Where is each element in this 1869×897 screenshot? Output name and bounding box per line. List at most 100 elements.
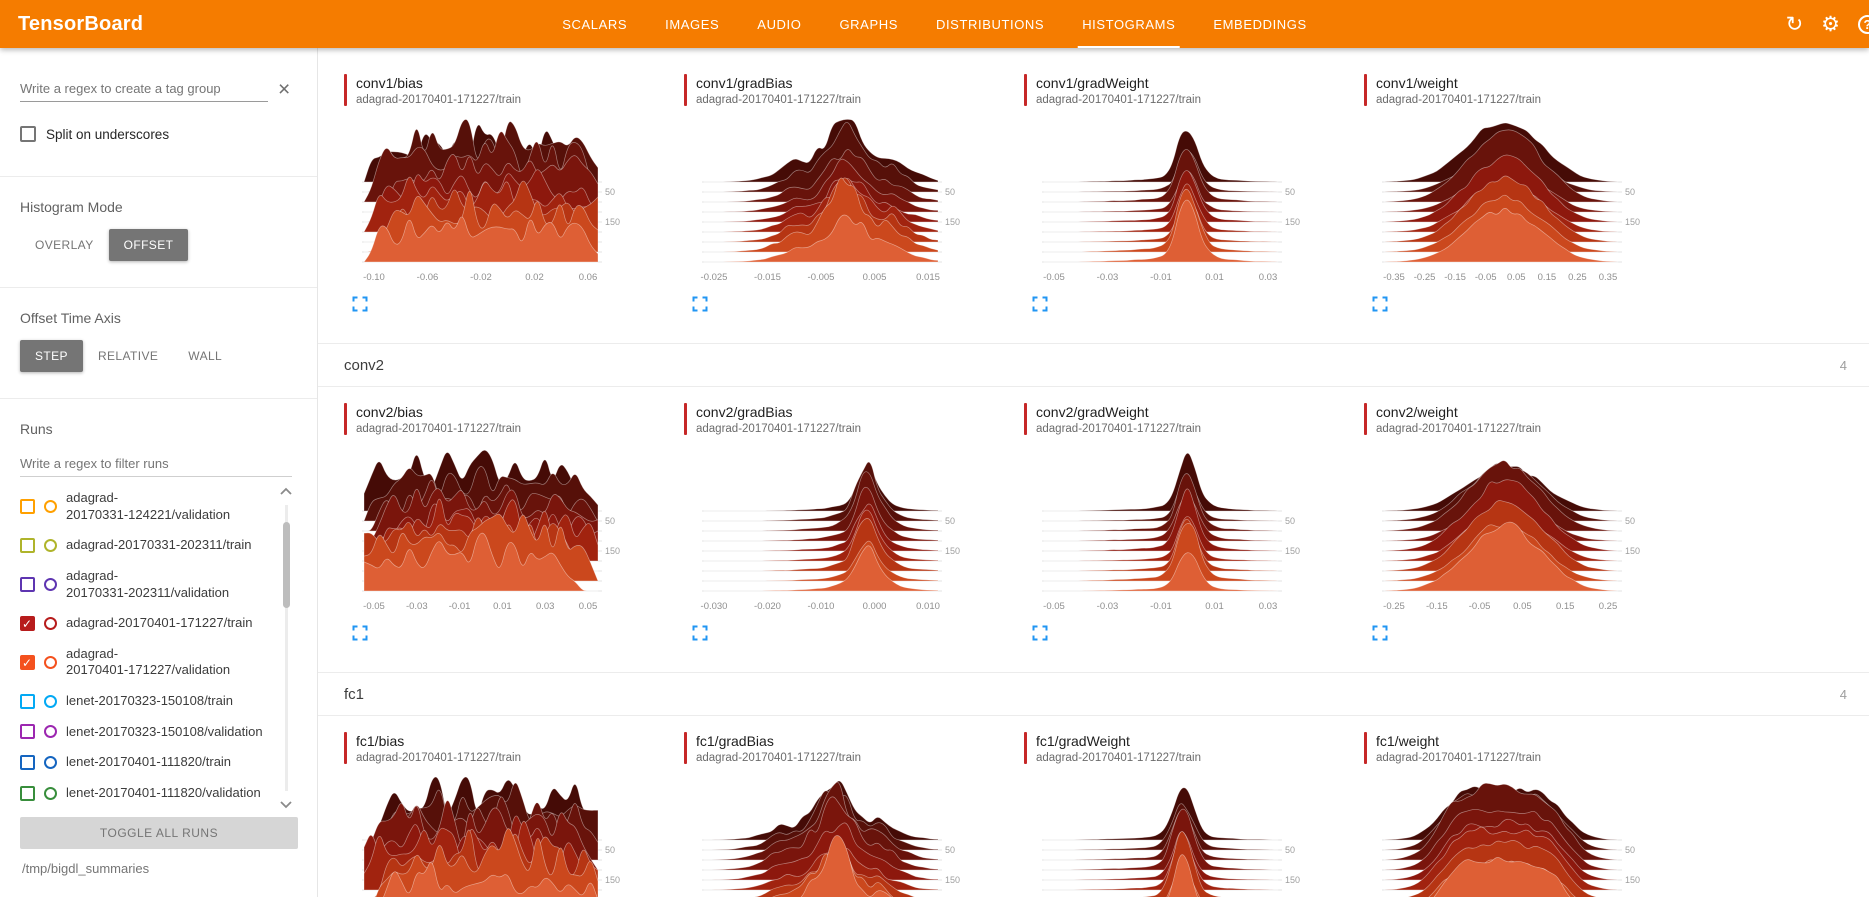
y-axis-step-label: 150	[945, 546, 960, 556]
expand-icon[interactable]	[1032, 296, 1048, 312]
close-icon[interactable]: ×	[278, 77, 291, 101]
offset-time-axis-wall-button[interactable]: WALL	[188, 349, 223, 363]
expand-icon[interactable]	[1372, 296, 1388, 312]
histogram-ridge	[1043, 808, 1279, 871]
card-header: fc1/weight adagrad-20170401-171227/train	[1364, 732, 1704, 764]
help-icon[interactable]: ?	[1858, 14, 1869, 34]
histogram-ridge	[1043, 835, 1279, 891]
histogram-mode-overlay-button[interactable]: OVERLAY	[35, 238, 94, 252]
nav-tabs: SCALARS IMAGES AUDIO GRAPHS DISTRIBUTIONS HIS…	[562, 0, 1307, 48]
y-axis-step-label: 150	[1625, 546, 1640, 556]
card-accent-bar	[1024, 403, 1027, 435]
refresh-icon[interactable]: ↻	[1785, 12, 1804, 36]
card-run-name: adagrad-20170401-171227/train	[1376, 94, 1541, 106]
runs-filter-input[interactable]	[20, 451, 292, 477]
tag-filter-input[interactable]	[20, 76, 268, 102]
run-checkbox[interactable]	[20, 693, 35, 709]
settings-gear-icon[interactable]: ⚙	[1821, 12, 1840, 36]
offset-time-axis-heading: Offset Time Axis	[20, 310, 121, 326]
x-tick-label: 0.05	[579, 601, 598, 612]
histogram-ridge	[383, 862, 598, 897]
run-checkbox[interactable]: ✓	[20, 615, 35, 631]
runs-scrollbar-thumb[interactable]	[283, 522, 290, 608]
card-header: conv1/bias adagrad-20170401-171227/train	[344, 74, 684, 106]
sections: conv1/bias adagrad-20170401-171227/train 5…	[318, 48, 1869, 897]
histogram-chart[interactable]: 50 150	[688, 770, 988, 897]
run-checkbox[interactable]	[20, 755, 35, 771]
histogram-chart[interactable]: 50 150 -0.35 -0.25 -0.15 -0.05 0.05 0.15 0.25 0.3…	[1368, 112, 1668, 292]
expand-icon[interactable]	[692, 625, 708, 641]
card-accent-bar	[1024, 74, 1027, 106]
y-axis-step-label: 50	[605, 516, 615, 526]
tab-distributions[interactable]: DISTRIBUTIONS	[935, 16, 1045, 32]
run-checkbox[interactable]	[20, 577, 35, 592]
split-on-underscores-toggle[interactable]: Split on underscores	[20, 126, 297, 142]
x-tick-label: 0.15	[1556, 601, 1575, 612]
histogram-chart[interactable]: 50 150 -0.05 -0.03 -0.01 0.01 0.03	[1028, 112, 1328, 292]
card-tag-title: fc1/bias	[356, 733, 405, 749]
run-checkbox[interactable]	[20, 724, 35, 740]
card-titles: conv1/bias adagrad-20170401-171227/train	[356, 74, 521, 106]
histogram-chart[interactable]: 50 150 -0.030 -0.020 -0.010 0.000 0.010	[688, 441, 988, 621]
histogram-chart[interactable]: 50 150 -0.05 -0.03 -0.01 0.01 0.03	[1028, 441, 1328, 621]
x-tick-label: -0.02	[470, 272, 492, 283]
section-conv1: conv1/bias adagrad-20170401-171227/train 5…	[318, 48, 1869, 343]
x-tick-label: 0.02	[525, 272, 544, 283]
histogram-ridge	[1043, 130, 1279, 183]
card-run-name: adagrad-20170401-171227/train	[1036, 423, 1201, 435]
histogram-ridge	[1043, 518, 1279, 572]
scroll-up-icon[interactable]	[279, 487, 293, 496]
section-header[interactable]: fc1 4	[318, 672, 1869, 716]
histogram-chart[interactable]: 50 150	[1368, 770, 1668, 897]
expand-icon[interactable]	[1372, 625, 1388, 641]
expand-icon[interactable]	[352, 625, 368, 641]
card-titles: conv1/gradBias adagrad-20170401-171227/tr…	[696, 74, 861, 106]
histogram-chart[interactable]: 50 150 -0.05 -0.03 -0.01 0.01 0.03 0.05	[348, 441, 648, 621]
x-tick-label: -0.05	[1043, 601, 1065, 612]
runs-scrollbar[interactable]	[283, 505, 290, 791]
run-checkbox[interactable]	[20, 785, 35, 801]
card-tag-title: conv1/bias	[356, 75, 423, 91]
offset-time-axis-step-button[interactable]: STEP	[20, 340, 83, 372]
x-tick-label: 0.25	[1568, 272, 1587, 283]
tab-images[interactable]: IMAGES	[665, 16, 720, 32]
x-tick-label: 0.15	[1538, 272, 1557, 283]
histogram-chart[interactable]: 50 150 -0.025 -0.015 -0.005 0.005 0.015	[688, 112, 988, 292]
histogram-chart[interactable]: 50 150 -0.10 -0.06 -0.02 0.02 0.06	[348, 112, 648, 292]
tab-embeddings[interactable]: EMBEDDINGS	[1213, 16, 1307, 32]
histogram-chart[interactable]: 50 150 -0.25 -0.15 -0.05 0.05 0.15 0.25	[1368, 441, 1668, 621]
histogram-chart[interactable]: 50 150	[348, 770, 648, 897]
section-header[interactable]: conv2 4	[318, 343, 1869, 387]
tab-graphs[interactable]: GRAPHS	[839, 16, 898, 32]
checkbox-icon[interactable]	[20, 126, 36, 142]
histogram-ridge	[703, 486, 939, 542]
run-checkbox[interactable]: ✓	[20, 654, 35, 670]
expand-icon[interactable]	[1032, 625, 1048, 641]
card-header: conv2/weight adagrad-20170401-171227/trai…	[1364, 403, 1704, 435]
histogram-mode-offset-button[interactable]: OFFSET	[108, 229, 189, 261]
histogram-chart[interactable]: 50 150	[1028, 770, 1328, 897]
x-tick-label: -0.025	[701, 272, 728, 283]
y-axis-step-label: 50	[605, 187, 615, 197]
tag-filter-section: × Split on underscores	[0, 48, 317, 177]
x-tick-label: 0.03	[1259, 272, 1278, 283]
tab-scalars[interactable]: SCALARS	[562, 16, 628, 32]
run-checkbox[interactable]	[20, 538, 35, 554]
histogram-ridge	[1433, 857, 1571, 897]
run-color-circle	[44, 578, 57, 591]
card-accent-bar	[684, 403, 687, 435]
run-checkbox[interactable]	[20, 499, 35, 515]
tab-histograms[interactable]: HISTOGRAMS	[1078, 0, 1180, 48]
expand-icon[interactable]	[352, 296, 368, 312]
card-run-name: adagrad-20170401-171227/train	[1376, 423, 1541, 435]
y-axis-step-label: 150	[605, 875, 620, 885]
scroll-down-icon[interactable]	[279, 800, 293, 809]
histogram-ridge	[1043, 473, 1279, 532]
histogram-ridge	[1168, 854, 1198, 897]
offset-time-axis-section: Offset Time Axis STEP RELATIVE WALL	[0, 288, 317, 399]
expand-icon[interactable]	[692, 296, 708, 312]
offset-time-axis-relative-button[interactable]: RELATIVE	[97, 349, 159, 363]
card-accent-bar	[1364, 732, 1367, 764]
toggle-all-runs-button[interactable]: TOGGLE ALL RUNS	[20, 817, 298, 849]
tab-audio[interactable]: AUDIO	[757, 16, 802, 32]
